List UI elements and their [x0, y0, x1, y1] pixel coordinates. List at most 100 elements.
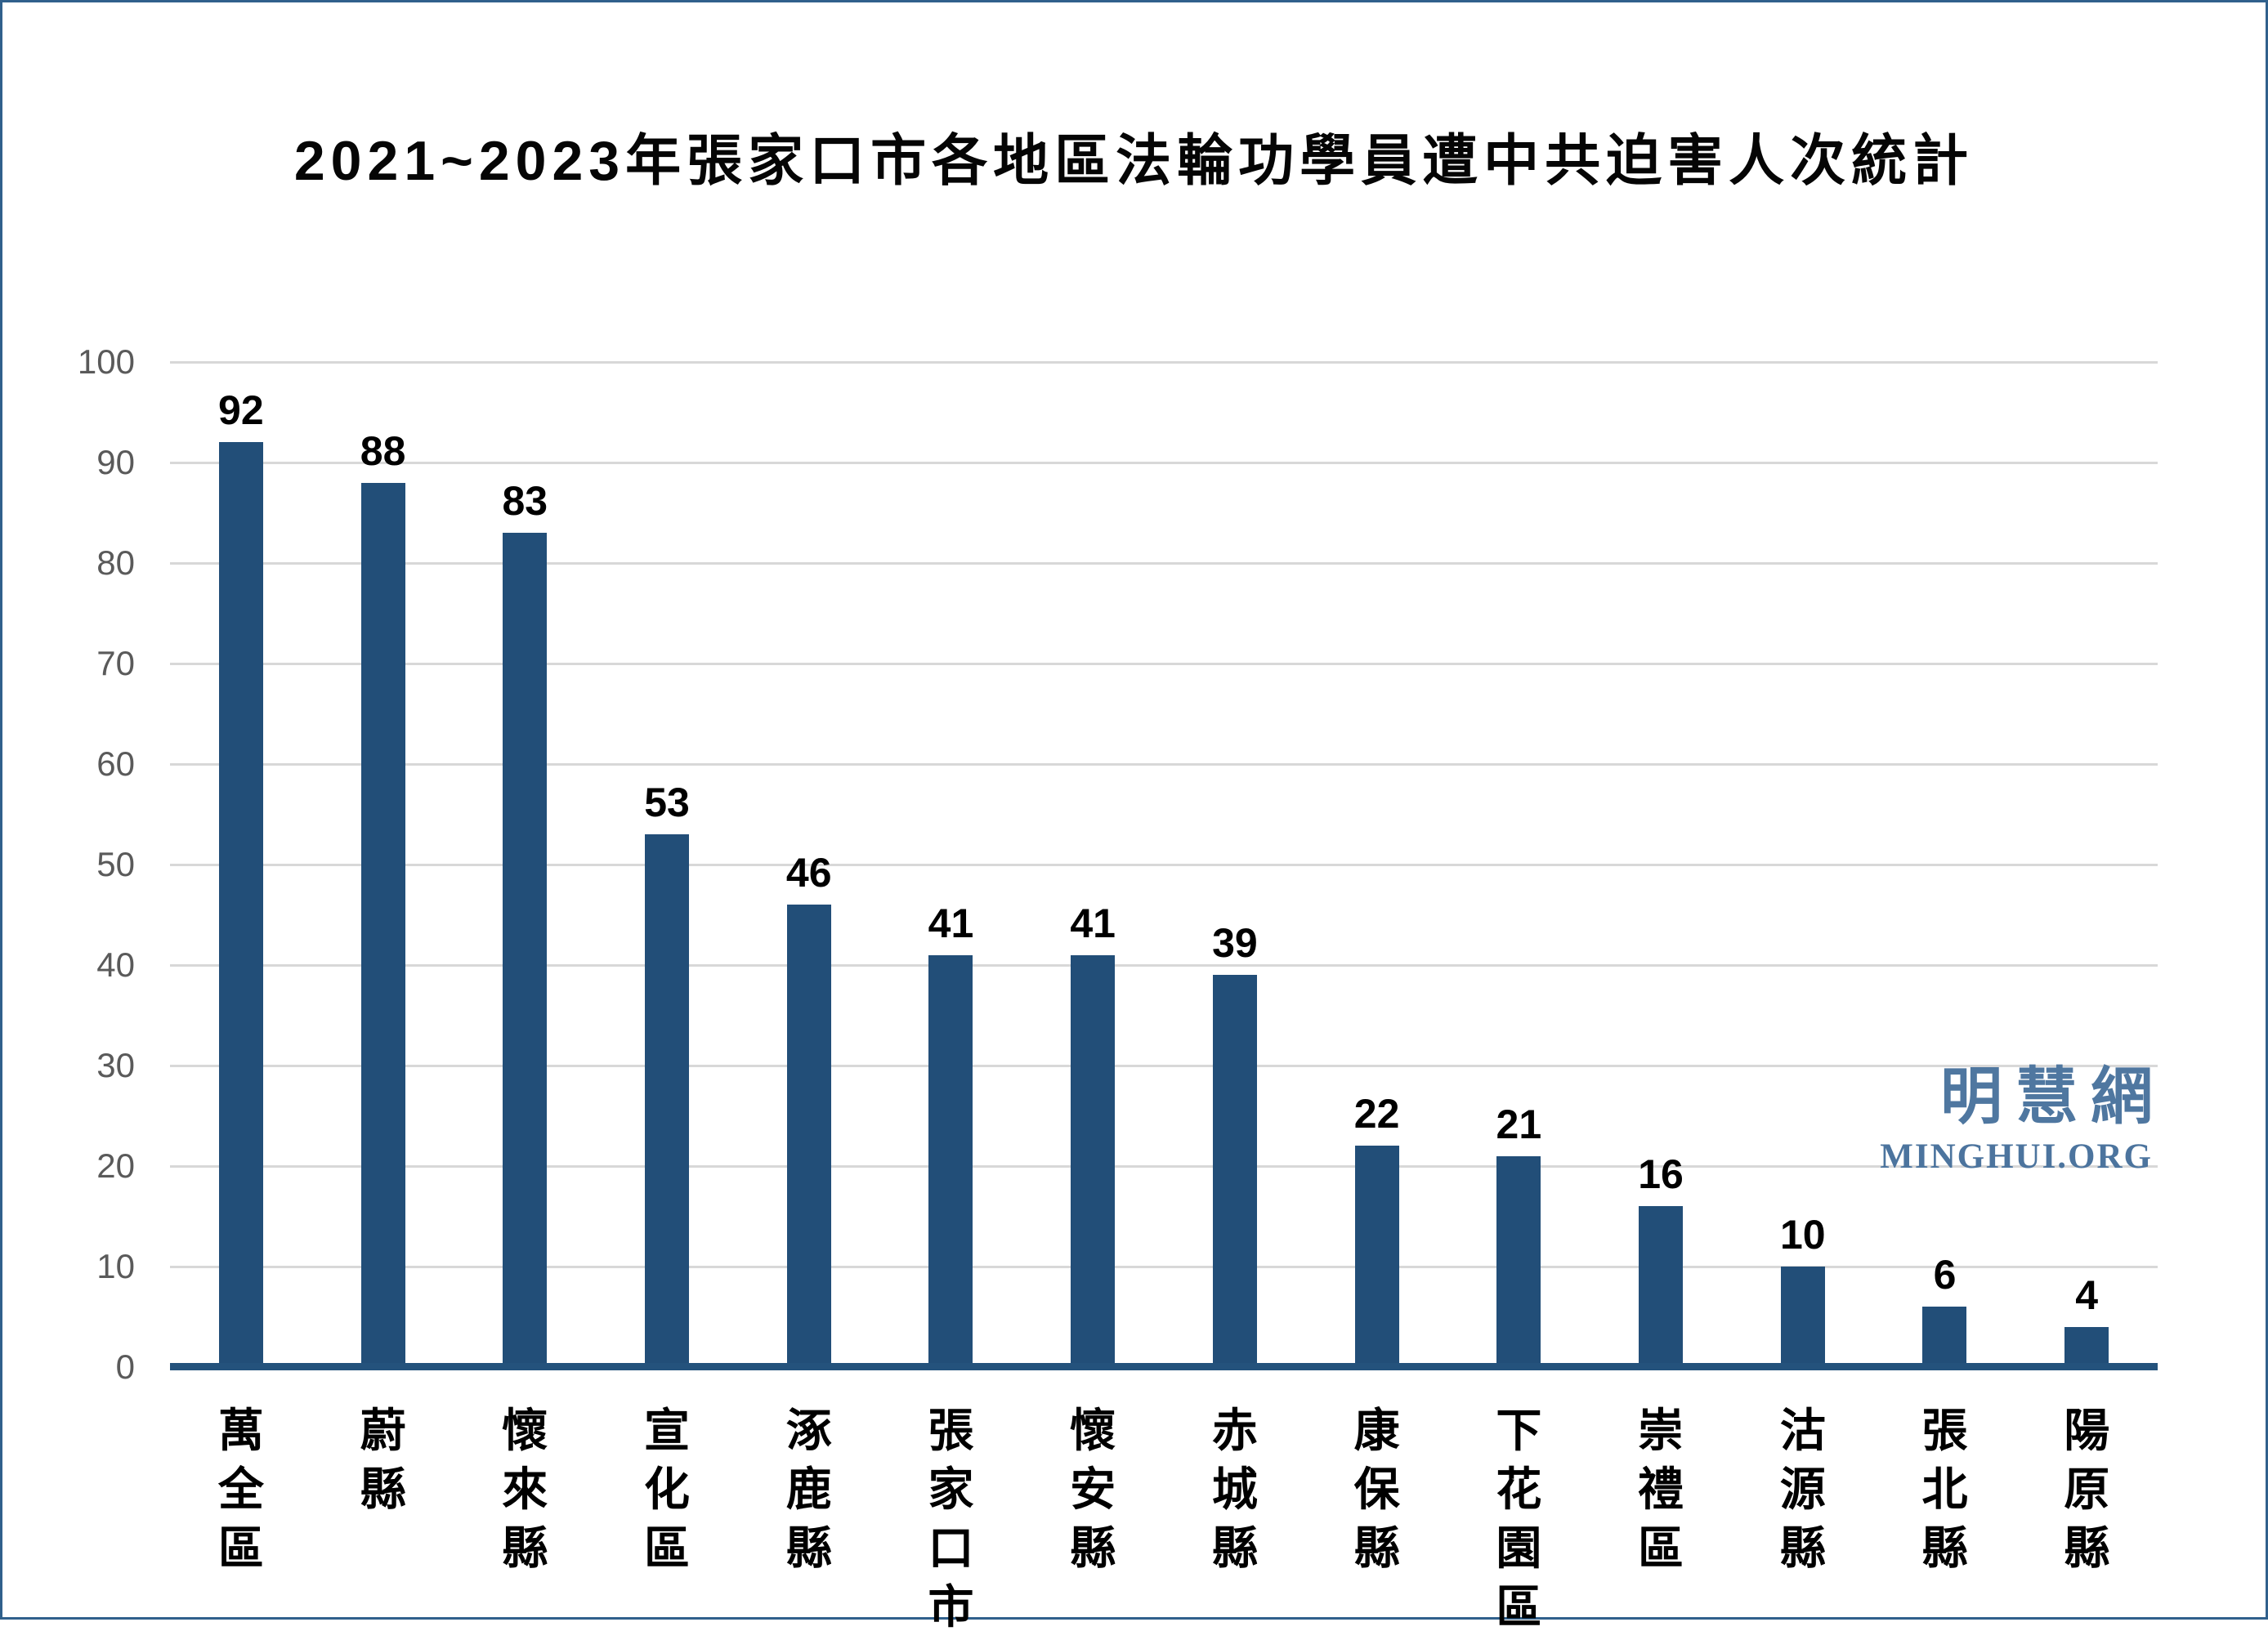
- bar: [1212, 975, 1257, 1367]
- category-slot: 下花園區: [1447, 1405, 1590, 1640]
- bar: [786, 905, 831, 1367]
- category-slot: 涿鹿縣: [738, 1405, 880, 1640]
- bar: [1354, 1146, 1399, 1367]
- bar-slot: 16: [1590, 1154, 1732, 1367]
- bar-slot: 41: [880, 903, 1022, 1367]
- category-label: 宣化區: [644, 1405, 691, 1574]
- bar-value-label: 22: [1353, 1091, 1400, 1137]
- category-slot: 康保縣: [1306, 1405, 1448, 1640]
- category-slot: 赤城縣: [1164, 1405, 1306, 1640]
- bar: [503, 533, 548, 1367]
- bar-value-label: 16: [1638, 1151, 1684, 1198]
- y-tick-label: 80: [96, 543, 135, 582]
- bar-slot: 88: [312, 431, 454, 1367]
- x-axis-line: [170, 1363, 2158, 1370]
- bar-value-label: 53: [644, 780, 690, 826]
- bar: [1639, 1206, 1684, 1367]
- category-label: 涿鹿縣: [785, 1405, 832, 1574]
- bar-slot: 39: [1164, 923, 1306, 1367]
- bar-value-label: 4: [2075, 1271, 2099, 1318]
- category-slot: 宣化區: [596, 1405, 738, 1640]
- bar: [1071, 954, 1116, 1367]
- bar: [928, 954, 973, 1367]
- category-label: 崇禮區: [1638, 1405, 1684, 1574]
- bar-value-label: 39: [1212, 920, 1258, 967]
- category-label: 赤城縣: [1211, 1405, 1258, 1574]
- category-slot: 陽原縣: [2015, 1405, 2158, 1640]
- bar: [2064, 1326, 2109, 1367]
- bar-slot: 22: [1306, 1093, 1448, 1367]
- category-label: 懷安縣: [1070, 1405, 1116, 1574]
- bar-value-label: 41: [928, 900, 974, 946]
- bar-slot: 46: [738, 852, 880, 1367]
- gridline: [170, 963, 2158, 967]
- category-slot: 沽源縣: [1732, 1405, 1874, 1640]
- y-tick-label: 70: [96, 644, 135, 682]
- bar-value-label: 10: [1779, 1212, 1826, 1258]
- bar-value-label: 88: [360, 427, 406, 474]
- bars-container: 92 88 83 53 46 41 41 39 22 21 16 10 6 4: [170, 362, 2158, 1367]
- bar-slot: 41: [1022, 903, 1164, 1367]
- gridline: [170, 1164, 2158, 1168]
- y-axis-labels: 0 10 20 30 40 50 60 70 80 90 100: [2, 345, 135, 1384]
- gridline: [170, 461, 2158, 464]
- minghui-watermark-chinese: 明慧網: [1940, 1062, 2166, 1132]
- bar-value-label: 6: [1933, 1252, 1957, 1298]
- minghui-watermark: 明慧網 MINGHUI.ORG: [1880, 1063, 2153, 1177]
- bar: [218, 442, 263, 1367]
- category-label: 下花園區: [1496, 1405, 1542, 1633]
- category-label: 陽原縣: [2064, 1405, 2110, 1574]
- plot-area: 92 88 83 53 46 41 41 39 22 21 16 10 6 4: [170, 360, 2158, 1370]
- category-slot: 張家口市: [880, 1405, 1022, 1640]
- gridline: [170, 1064, 2158, 1067]
- bar-slot: 92: [170, 390, 312, 1367]
- bar-slot: 53: [596, 782, 738, 1367]
- category-label: 蔚縣: [360, 1405, 406, 1515]
- bar: [360, 482, 405, 1367]
- gridline: [170, 360, 2158, 364]
- y-tick-label: 30: [96, 1046, 135, 1084]
- y-tick-label: 100: [77, 342, 135, 381]
- bar-slot: 83: [454, 480, 596, 1367]
- category-slot: 蔚縣: [312, 1405, 454, 1640]
- bar: [1496, 1155, 1541, 1367]
- y-tick-label: 40: [96, 945, 135, 984]
- bar-value-label: 41: [1070, 900, 1116, 946]
- gridline: [170, 863, 2158, 866]
- category-label: 沽源縣: [1779, 1405, 1826, 1574]
- bar-slot: 21: [1447, 1104, 1590, 1367]
- bar-value-label: 83: [502, 478, 548, 525]
- y-tick-label: 60: [96, 744, 135, 783]
- x-axis-labels: 萬全區 蔚縣 懷來縣 宣化區 涿鹿縣 張家口市 懷安縣 赤城縣 康保縣 下花園區 崇禮區 沽源縣 張北縣…: [170, 1405, 2158, 1640]
- chart-title: 2021~2023年張家口市各地區法輪功學員遭中共迫害人次統計: [293, 130, 1975, 192]
- category-slot: 崇禮區: [1590, 1405, 1732, 1640]
- y-tick-label: 20: [96, 1146, 135, 1185]
- category-label: 萬全區: [217, 1405, 264, 1574]
- bar: [1922, 1307, 1967, 1367]
- category-slot: 懷來縣: [454, 1405, 596, 1640]
- y-tick-label: 0: [115, 1347, 135, 1386]
- bar-slot: 10: [1732, 1214, 1874, 1367]
- gridline: [170, 662, 2158, 665]
- category-label: 張北縣: [1921, 1405, 1968, 1574]
- bar-slot: 4: [2015, 1275, 2158, 1367]
- category-slot: 懷安縣: [1022, 1405, 1164, 1640]
- y-tick-label: 50: [96, 845, 135, 883]
- category-label: 懷來縣: [502, 1405, 548, 1574]
- category-label: 康保縣: [1353, 1405, 1400, 1574]
- bar: [645, 834, 690, 1367]
- category-label: 張家口市: [928, 1405, 974, 1633]
- bar-value-label: 46: [785, 850, 832, 896]
- y-tick-label: 10: [96, 1247, 135, 1285]
- gridline: [170, 1265, 2158, 1268]
- gridline: [170, 762, 2158, 766]
- bar-value-label: 92: [218, 387, 264, 434]
- bar: [1780, 1267, 1825, 1367]
- minghui-watermark-url: MINGHUI.ORG: [1880, 1137, 2153, 1176]
- bar-value-label: 21: [1496, 1101, 1542, 1147]
- y-tick-label: 90: [96, 443, 135, 481]
- category-slot: 萬全區: [170, 1405, 312, 1640]
- bar-slot: 6: [1874, 1254, 2016, 1367]
- category-slot: 張北縣: [1874, 1405, 2016, 1640]
